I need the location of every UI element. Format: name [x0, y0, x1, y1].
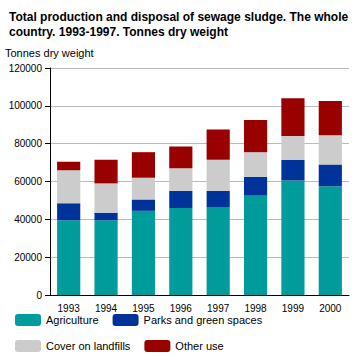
svg-text:1993: 1993 — [58, 303, 81, 314]
svg-text:0: 0 — [36, 290, 42, 301]
svg-text:Agriculture: Agriculture — [46, 314, 99, 326]
svg-text:1998: 1998 — [244, 303, 267, 314]
svg-text:100000: 100000 — [9, 100, 43, 111]
svg-text:1994: 1994 — [95, 303, 118, 314]
svg-text:2000: 2000 — [319, 303, 342, 314]
svg-text:120000: 120000 — [9, 63, 43, 74]
svg-text:1995: 1995 — [132, 303, 155, 314]
svg-text:1996: 1996 — [170, 303, 193, 314]
svg-text:80000: 80000 — [14, 138, 42, 149]
svg-text:1999: 1999 — [282, 303, 305, 314]
svg-text:40000: 40000 — [14, 214, 42, 225]
svg-text:Parks and green spaces: Parks and green spaces — [144, 314, 263, 326]
svg-text:20000: 20000 — [14, 252, 42, 263]
svg-text:Total production and disposal: Total production and disposal of sewage … — [9, 10, 351, 24]
svg-text:country. 1993-1997. Tonnes dry: country. 1993-1997. Tonnes dry weight — [9, 25, 228, 39]
svg-text:Tonnes dry weight: Tonnes dry weight — [5, 47, 94, 59]
svg-text:60000: 60000 — [14, 176, 42, 187]
svg-text:Other use: Other use — [175, 340, 223, 352]
svg-text:1997: 1997 — [207, 303, 230, 314]
svg-text:Cover on landfills: Cover on landfills — [46, 340, 131, 352]
